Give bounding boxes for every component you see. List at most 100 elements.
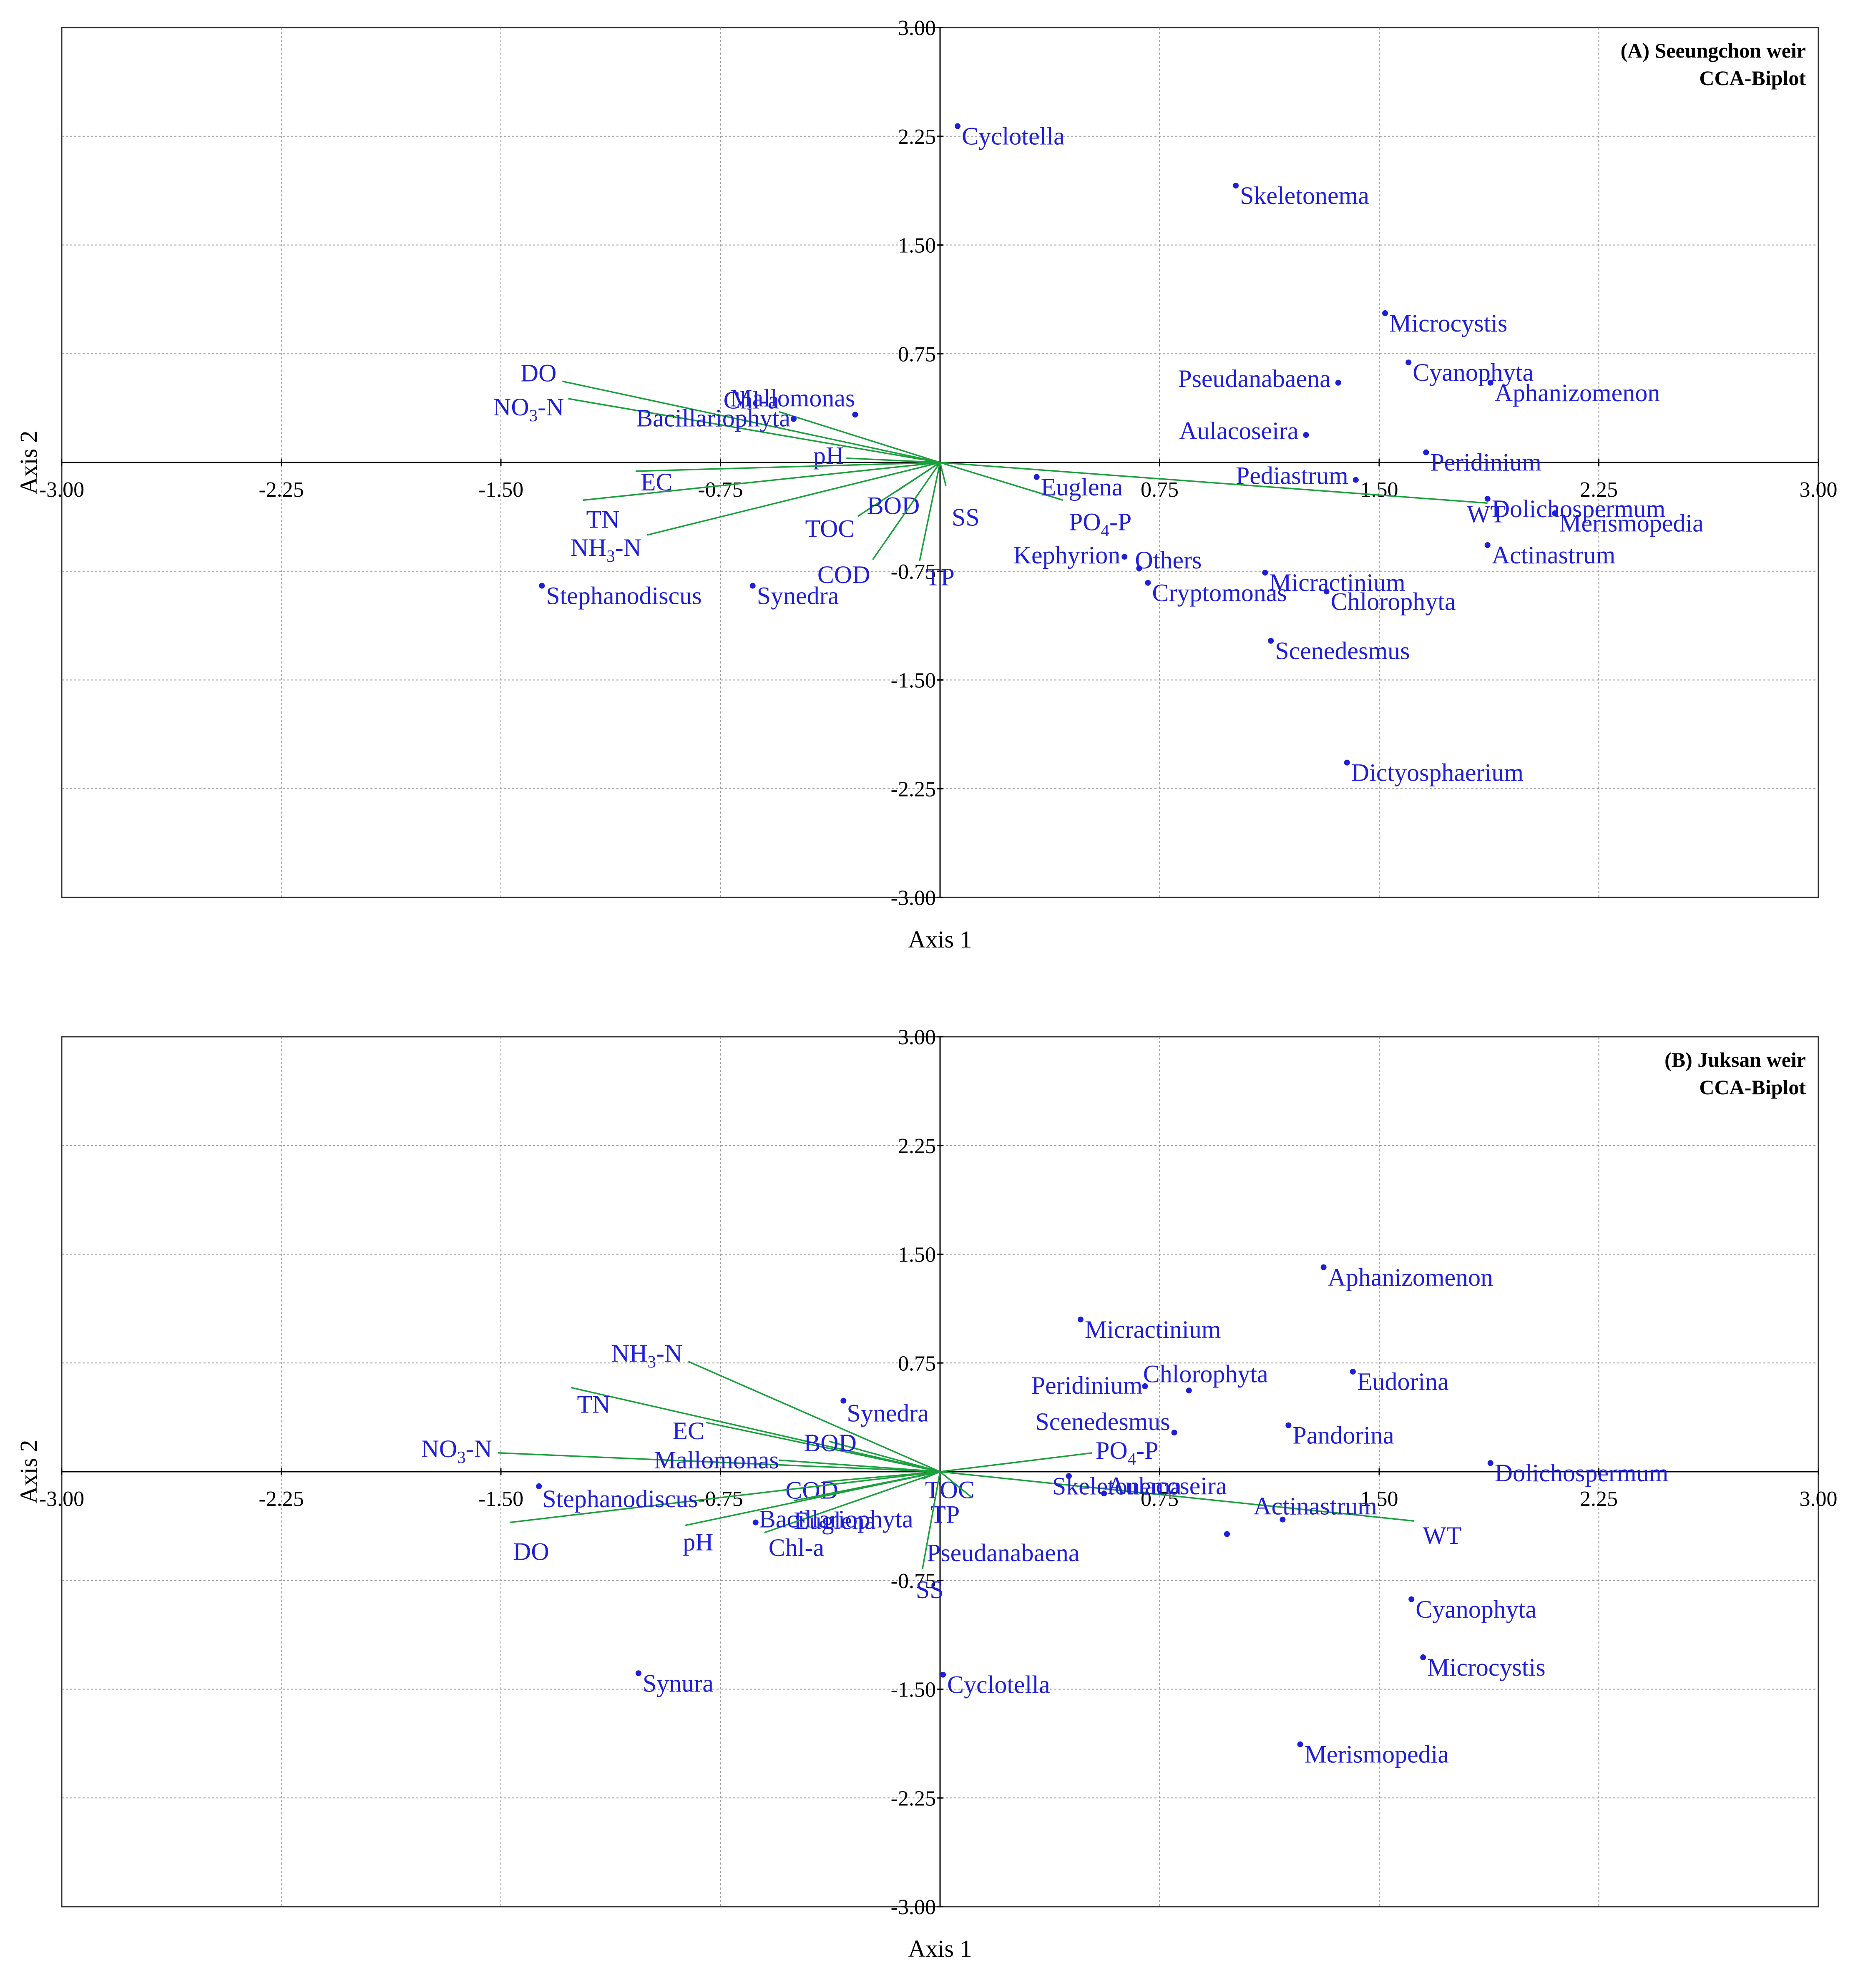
point-label-actinastrum: Actinastrum [1253,1493,1377,1520]
arrow-chl-a [764,1471,940,1533]
arrow-no3-n [568,398,940,463]
point-cyanophyta [1405,359,1412,366]
y-tick-label: -1.50 [891,1678,936,1702]
point-label-actinastrum: Actinastrum [1492,541,1616,569]
arrow-label-do: DO [513,1538,549,1566]
arrow-ss [939,462,947,486]
point-label-dolichospermum: Dolichospermum [1492,495,1666,523]
chart-subtitle: CCA-Biplot [1699,66,1806,90]
arrow-label-nh3-n: NH3-N [571,534,641,565]
arrow-label-ec: EC [672,1417,704,1445]
arrow-label-po4-p: PO4-P [1069,508,1131,540]
point-label-microcystis: Microcystis [1427,1654,1545,1681]
point-label-pseudanabaena: Pseudanabaena [927,1539,1080,1566]
x-tick-label: -0.75 [698,478,743,502]
point-actinastrum [1484,542,1491,548]
x-tick-label: 2.25 [1580,478,1618,502]
point-label-merismopedia: Merismopedia [1304,1741,1449,1768]
arrow-label-po4-p: PO4-P [1096,1437,1158,1468]
point-label-scenedesmus: Scenedesmus [1035,1408,1170,1435]
point-label-cryptomonas: Cryptomonas [1152,579,1287,607]
arrow-ph [846,457,940,463]
point-merismopedia [1297,1741,1303,1747]
arrow-nh3-n [647,462,940,536]
x-axis-label: Axis 1 [908,1935,972,1962]
arrow-tp [919,462,941,561]
y-tick-label: -0.75 [891,1569,936,1593]
point-skeletonema [1233,182,1239,188]
point-label-aphanizomenon: Aphanizomenon [1328,1264,1493,1291]
point-chlorophyta [1323,588,1330,595]
arrow-label-mallomonas: Mallomonas [654,1446,779,1474]
point-label-others: Others [1135,546,1202,574]
point-label-pseudanabaena: Pseudanabaena [1178,365,1331,392]
point-scenedesmus [1268,638,1274,644]
x-tick-label: -2.25 [259,478,304,502]
point-label-aphanizomenon: Aphanizomenon [1495,379,1660,407]
y-axis-label: Axis 2 [15,1440,42,1503]
arrow-label-tp: TP [930,1501,960,1528]
point-peridinium [1142,1383,1148,1389]
point-label-stephanodiscus: Stephanodiscus [542,1485,698,1513]
arrow-do [562,380,940,463]
point-cryptomonas [1145,580,1151,586]
point-label-peridinium: Peridinium [1031,1372,1143,1399]
point-kephyrion [1121,553,1128,560]
point-synedra [749,583,756,589]
arrow-po4-p [940,1452,1093,1473]
point-aulacoseira [1101,1490,1107,1497]
arrow-label-no3-n: NO3-N [421,1435,492,1467]
y-axis-label: Axis 2 [15,430,42,494]
species-points: Aphanizomenon Micractinium ChlorophytaPeri… [536,1264,1668,1768]
y-tick-label: -3.00 [891,886,936,910]
y-tick-label: -2.25 [891,777,936,801]
arrow-label-toc: TOC [925,1476,975,1503]
x-tick-label: -2.25 [259,1487,304,1511]
arrow-ss [922,1471,941,1569]
point-bacillariophyta [752,1519,759,1526]
point-dolichospermum [1487,1460,1493,1466]
x-tick-label: 1.50 [1360,478,1398,502]
point-aphanizomenon [1487,380,1493,386]
point-actinastrum [1280,1516,1286,1523]
point-label-scenedesmus: Scenedesmus [1275,637,1410,665]
point-chlorophyta [1186,1387,1192,1394]
point-label-synedra: Synedra [847,1400,929,1427]
point-label-cyclotella: Cyclotella [947,1671,1050,1699]
point-label-skeletonema: Skeletonema [1052,1472,1182,1500]
arrow-label-cod: COD [817,561,870,588]
point-pseudanabaena [1335,380,1341,386]
panel-b: -3.00 -2.25 -1.50 -0.75 0.75 1.50 2.25 3.00 3.00… [15,1025,1838,1962]
arrow-label-tn: TN [577,1390,610,1418]
y-tick-label: -2.25 [891,1787,936,1810]
x-tick-label: 0.75 [1141,1487,1179,1511]
point-label-microcystis: Microcystis [1389,309,1507,337]
point-synura [635,1670,641,1676]
point-label-pediastrum: Pediastrum [1236,462,1348,490]
point-label-bacillariophyta: Bacillariophyta [759,1505,913,1533]
point-pseudanabaena [1224,1531,1230,1537]
arrow-no3-n [498,1452,940,1473]
point-label-stephanodiscus: Stephanodiscus [546,582,701,610]
arrow-cod [872,462,941,560]
arrow-tp [939,1471,973,1498]
point-label-aulacoseira: Aulacoseira [1179,417,1299,445]
point-micractinium [1262,570,1268,576]
x-tick-label: 3.00 [1800,1487,1838,1511]
y-tick-label: 1.50 [898,1243,936,1267]
point-label-synura: Synura [643,1669,714,1697]
point-dolichospermum [1484,495,1491,502]
arrow-mallomonas [779,1459,940,1473]
point-label-merismopedia: Merismopedia [1559,510,1704,537]
arrow-po4-p [940,462,1064,501]
point-micractinium [1077,1316,1084,1322]
x-tick-label: 0.75 [1141,478,1179,502]
point-label-aulacoseira: Aulacoseira [1107,1472,1227,1500]
point-eudorina [1350,1369,1356,1375]
point-cyclotella [955,123,961,129]
arrow-label-chl-a: Chl-a [769,1534,824,1561]
arrow-label-chl-a: Chl-a [724,386,779,414]
